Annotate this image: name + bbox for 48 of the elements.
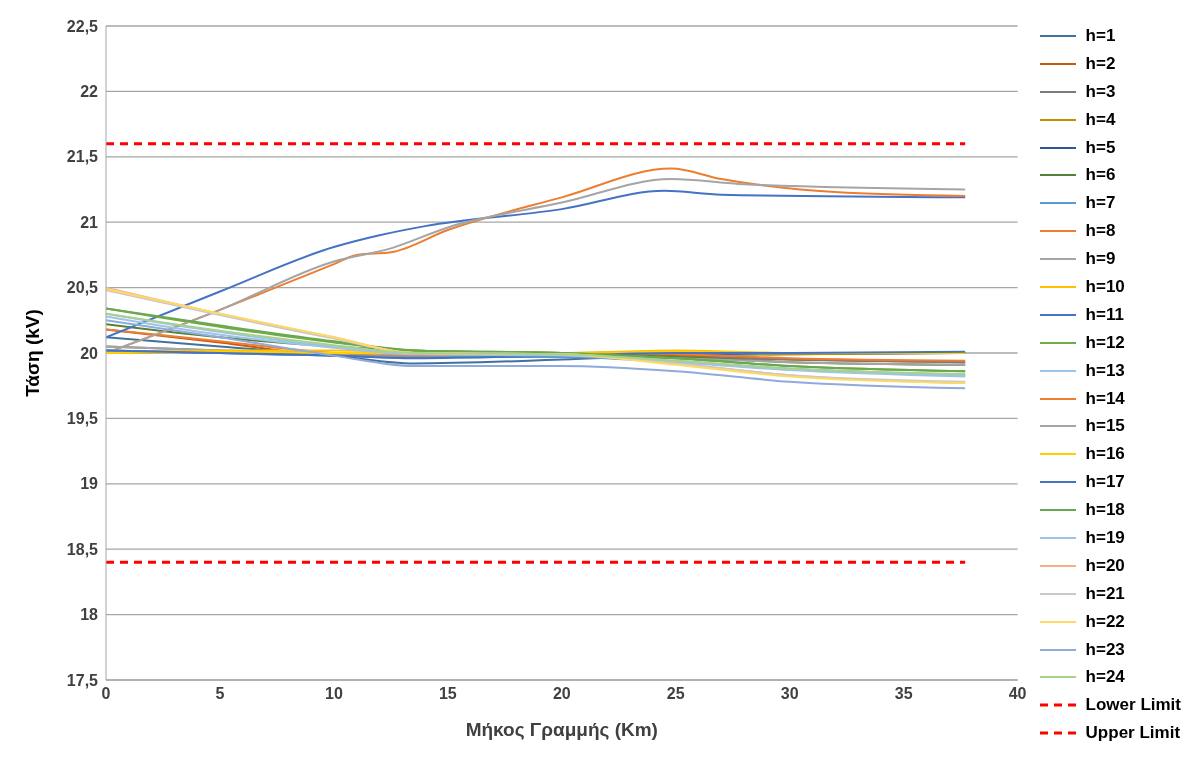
x-tick-label: 20 <box>552 685 571 703</box>
legend-label: h=14 <box>1085 388 1125 409</box>
legend-label: h=13 <box>1085 360 1125 381</box>
legend-label: h=18 <box>1085 500 1125 521</box>
legend-label: h=24 <box>1085 667 1125 688</box>
y-tick-label: 19,5 <box>66 410 99 428</box>
legend-label: h=10 <box>1085 276 1125 297</box>
x-tick-label: 25 <box>666 685 685 703</box>
x-tick-label: 5 <box>215 685 225 703</box>
x-tick-label: 35 <box>894 685 913 703</box>
y-tick-label: 17,5 <box>66 671 99 689</box>
legend-label: h=19 <box>1085 527 1125 548</box>
x-axis-title: Μήκος Γραμμής (Km) <box>465 719 658 740</box>
y-tick-label: 20 <box>80 344 99 362</box>
legend-label: h=21 <box>1085 583 1125 604</box>
x-tick-label: 10 <box>325 685 343 703</box>
y-tick-label: 21,5 <box>66 148 99 166</box>
legend-label: h=23 <box>1085 639 1125 660</box>
x-tick-label: 40 <box>1008 685 1027 703</box>
legend-label: h=11 <box>1085 304 1124 325</box>
legend-label: h=15 <box>1085 416 1125 437</box>
legend-label: h=1 <box>1085 25 1116 46</box>
legend-label: h=4 <box>1085 109 1116 130</box>
y-tick-label: 21 <box>80 213 99 231</box>
y-tick-label: 18 <box>80 606 99 624</box>
legend-label: h=8 <box>1085 221 1116 242</box>
legend-label: h=16 <box>1085 444 1125 465</box>
legend-label: Lower Limit <box>1085 695 1181 716</box>
x-tick-label: 0 <box>101 685 111 703</box>
legend-label: h=17 <box>1085 472 1125 493</box>
x-tick-label: 30 <box>780 685 799 703</box>
y-tick-label: 22 <box>80 83 99 101</box>
legend-label: h=3 <box>1085 81 1116 102</box>
legend-label: h=2 <box>1085 53 1116 74</box>
legend-label: Upper Limit <box>1085 723 1181 744</box>
y-tick-label: 18,5 <box>66 540 99 558</box>
y-tick-label: 19 <box>80 475 99 493</box>
legend-label: h=7 <box>1085 193 1116 214</box>
legend-label: h=5 <box>1085 137 1116 158</box>
legend-label: h=6 <box>1085 165 1116 186</box>
legend-label: h=12 <box>1085 332 1125 353</box>
y-tick-label: 22,5 <box>66 17 99 35</box>
legend-label: h=20 <box>1085 555 1125 576</box>
y-tick-label: 20,5 <box>66 279 99 297</box>
y-axis-title: Τάση (kV) <box>21 309 43 397</box>
legend-label: h=22 <box>1085 611 1125 632</box>
legend-label: h=9 <box>1085 249 1116 270</box>
x-tick-label: 15 <box>438 685 457 703</box>
